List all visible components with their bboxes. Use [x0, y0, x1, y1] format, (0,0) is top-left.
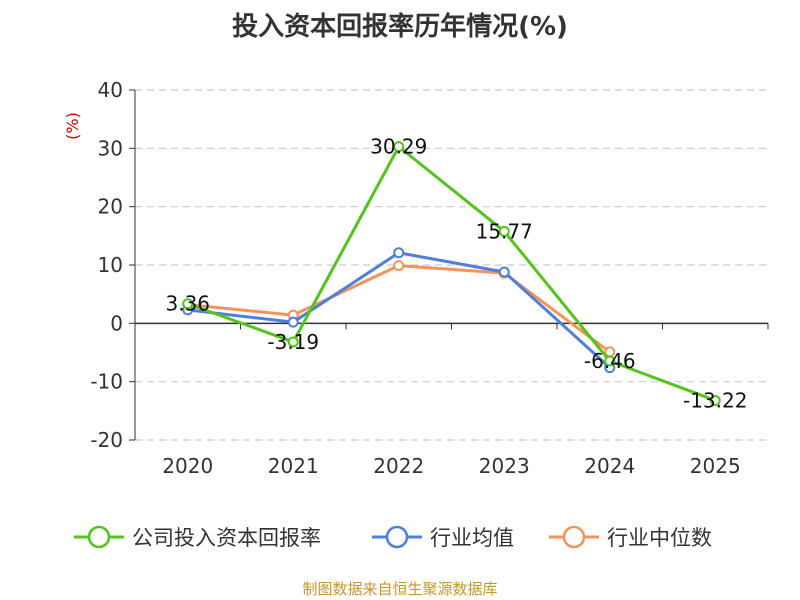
y-tick-label: -10 — [90, 370, 123, 394]
y-axis-label: (%) — [63, 112, 82, 140]
legend-marker — [87, 525, 111, 549]
series-line-0 — [187, 145, 716, 402]
data-point[interactable] — [498, 266, 510, 278]
x-tick-label: 2025 — [690, 454, 741, 478]
data-label: 30.29 — [370, 135, 427, 159]
data-point[interactable] — [393, 260, 405, 272]
legend-marker — [385, 525, 409, 549]
x-tick-label: 2021 — [268, 454, 319, 478]
legend-marker — [562, 525, 586, 549]
data-label: -13.22 — [683, 388, 747, 412]
legend-item-0[interactable]: 公司投入资本回报率 — [74, 525, 321, 550]
x-tick-label: 2022 — [373, 454, 424, 478]
x-tick-label: 2024 — [584, 454, 635, 478]
data-point[interactable] — [604, 355, 616, 367]
y-tick-label: 30 — [98, 136, 123, 160]
data-point[interactable] — [498, 225, 510, 237]
data-label: 15.77 — [476, 219, 533, 243]
source-note: 制图数据来自恒生聚源数据库 — [302, 580, 498, 598]
data-label: 3.36 — [165, 292, 210, 316]
x-tick-labels: 2020 2021 2022 2023 2024 2025 — [162, 454, 740, 478]
data-point[interactable] — [182, 298, 194, 310]
series-lines — [182, 141, 721, 406]
legend-label: 行业中位数 — [607, 526, 712, 550]
chart-title: 投入资本回报率历年情况(%) — [232, 12, 568, 42]
legend-label: 公司投入资本回报率 — [132, 526, 321, 550]
legend-item-1[interactable]: 行业均值 — [372, 525, 514, 550]
data-label: -3.19 — [267, 330, 319, 354]
y-tick-label: -20 — [90, 428, 123, 452]
legend-item-2[interactable]: 行业中位数 — [549, 525, 712, 550]
legend: 公司投入资本回报率 行业均值 行业中位数 — [74, 525, 712, 550]
y-tick-label: 40 — [98, 78, 123, 102]
y-tick-labels: 40 30 20 10 0 -10 -20 — [90, 78, 123, 452]
x-tick-label: 2023 — [479, 454, 530, 478]
data-point[interactable] — [393, 247, 405, 259]
data-point[interactable] — [287, 336, 299, 348]
data-label: -6.46 — [584, 349, 636, 373]
data-point[interactable] — [287, 316, 299, 328]
data-point[interactable] — [709, 394, 721, 406]
data-labels: 3.36 -3.19 30.29 15.77 -6.46 -13.22 — [165, 135, 747, 413]
x-tick-label: 2020 — [162, 454, 213, 478]
y-tick-label: 20 — [98, 195, 123, 219]
grid-lines — [135, 89, 768, 441]
y-tick-label: 0 — [110, 311, 123, 335]
data-point[interactable] — [393, 141, 405, 153]
y-tick-label: 10 — [98, 253, 123, 277]
legend-label: 行业均值 — [430, 526, 514, 550]
